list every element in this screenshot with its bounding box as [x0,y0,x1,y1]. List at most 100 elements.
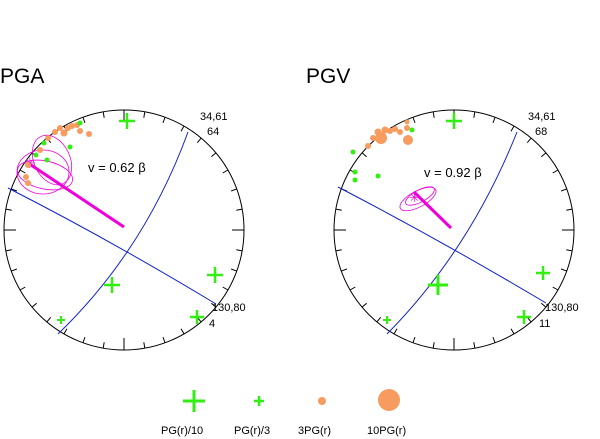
stereonet-ticks [4,110,244,350]
dot-small-symbol [37,147,43,153]
dot-small-symbol [69,123,75,129]
dot-small-symbol [77,128,83,134]
tick-mark [541,152,547,158]
green-dot-symbol [44,157,50,163]
dot-small-legend-icon [318,397,326,405]
cross-large-symbol [104,277,120,293]
tick-mark [82,117,86,124]
cross-small-legend-icon [254,396,264,406]
label-bottom-number: 11 [539,318,550,330]
green-dot-symbol [409,127,415,133]
tick-mark [5,249,12,252]
green-dot-symbol [67,144,73,150]
rupture-direction: ✳ [399,186,453,230]
label-top-number: 64 [207,126,219,138]
tick-mark [510,328,515,335]
tick-mark [412,336,416,343]
tick-mark [82,336,86,343]
tick-mark [63,328,68,335]
nodal-plane [57,131,189,335]
data-symbols [350,113,550,324]
cross-large-symbol [517,310,531,324]
dot-large-legend-icon [378,389,400,411]
panel-title: PGV [306,65,350,88]
legend-label: 3PG(r) [298,425,331,437]
legend-label: PG(r)/3 [234,425,270,437]
tick-mark [566,249,573,252]
dot-small-symbol [23,174,29,180]
tick-mark [560,268,567,272]
tick-mark [492,336,496,343]
tick-mark [541,302,547,308]
green-dot-symbol [33,152,39,158]
dot-small-symbol [60,129,68,137]
tick-mark [510,125,515,132]
cross-large-symbol [446,113,462,129]
tick-mark [376,317,382,323]
panel-pgv: PGV ✳ [306,65,579,351]
dot-small-symbol [45,135,51,141]
tick-mark [5,208,12,211]
dot-small-symbol [25,162,31,168]
tick-mark [432,111,435,118]
tick-mark [222,169,229,174]
legend: PG(r)/10 PG(r)/3 3PG(r) 10PG(r) [161,389,406,437]
tick-mark [492,117,496,124]
tick-mark [46,317,52,323]
tick-mark [473,111,476,118]
dot-small-symbol [25,180,31,186]
dot-small-symbol [374,128,382,136]
tick-mark [11,188,18,192]
cross-large-symbol [536,266,550,280]
cross-small-symbol [383,316,391,324]
dot-small-symbol [397,129,403,135]
dot-small-symbol [381,126,389,134]
cross-large-symbol [207,267,223,283]
label-bottom-number: 4 [209,318,215,330]
dot-small-symbol [387,128,393,134]
tick-mark [222,286,229,291]
tick-mark [341,268,348,272]
dot-small-symbol [57,125,63,131]
tick-mark [211,152,217,158]
tick-mark [560,188,567,192]
tick-mark [162,117,166,124]
velocity-label: v = 0.92 β [424,165,482,180]
legend-item: PG(r)/3 [234,396,270,437]
tick-mark [19,286,26,291]
dot-small-symbol [365,143,371,149]
velocity-label: v = 0.62 β [88,160,146,175]
dot-small-symbol [404,125,410,131]
dot-large-symbol [403,135,413,145]
green-dot-symbol [41,140,47,146]
dot-small-symbol [370,135,376,141]
tick-mark [31,302,37,308]
legend-item: 3PG(r) [298,397,331,437]
legend-label: 10PG(r) [367,425,406,437]
tick-mark [236,249,243,252]
dot-small-symbol [86,131,92,137]
tick-mark [473,342,476,349]
tick-mark [230,188,237,192]
tick-mark [412,117,416,124]
tick-mark [102,111,105,118]
tick-mark [211,302,217,308]
dot-small-symbol [404,119,410,125]
cross-large-symbol [119,113,135,129]
stereonet-circle [3,109,245,351]
nodal-plane [7,187,217,305]
legend-item: 10PG(r) [367,389,406,437]
label-bottom-coordinates: 130,80 [545,302,579,314]
tick-mark [19,169,26,174]
nodal-plane [386,131,518,335]
tick-mark [180,125,185,132]
nodal-plane [337,186,547,304]
tick-mark [432,342,435,349]
green-dot-symbol [350,149,356,155]
cross-large-symbol [190,310,204,324]
panel-title: PGA [0,65,44,88]
tick-mark [335,208,342,211]
legend-item: PG(r)/10 [161,390,205,437]
svg-text:✳: ✳ [409,191,420,206]
cross-large-symbol [428,275,448,295]
